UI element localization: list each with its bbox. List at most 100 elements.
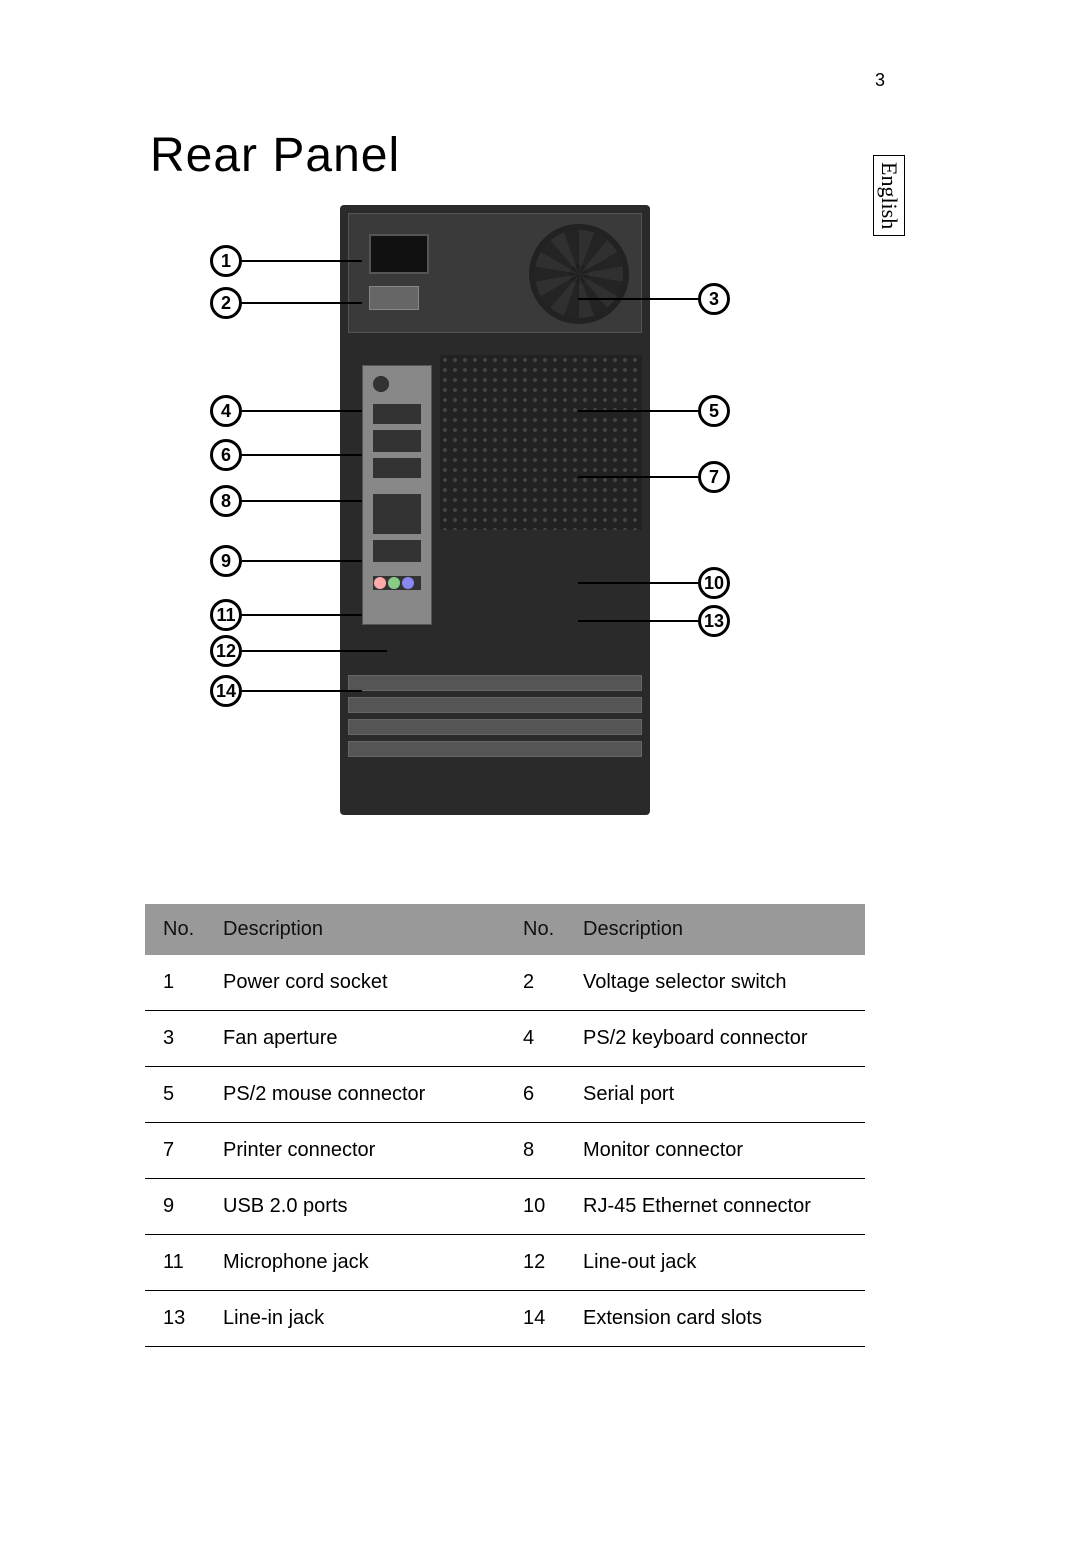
cell-n1: 11 <box>145 1235 205 1291</box>
voltage-switch-shape <box>369 286 419 310</box>
callout-number-9: 9 <box>210 545 242 577</box>
table-row: 11Microphone jack12Line-out jack <box>145 1235 865 1291</box>
page-title: Rear Panel <box>150 128 400 183</box>
parallel-port-shape <box>373 430 421 452</box>
callout-number-4: 4 <box>210 395 242 427</box>
table-header-row: No. Description No. Description <box>145 904 865 955</box>
rear-panel-diagram: 1234567891011121314 <box>150 205 790 825</box>
table-row: 13Line-in jack14Extension card slots <box>145 1291 865 1347</box>
callout-11: 11 <box>210 599 362 631</box>
callout-6: 6 <box>210 439 362 471</box>
table-row: 5PS/2 mouse connector6Serial port <box>145 1067 865 1123</box>
io-panel <box>362 365 432 625</box>
cell-n1: 1 <box>145 955 205 1011</box>
callout-4: 4 <box>210 395 362 427</box>
serial-port-shape <box>373 404 421 424</box>
callout-5: 5 <box>578 395 730 427</box>
cell-n1: 5 <box>145 1067 205 1123</box>
callout-number-3: 3 <box>698 283 730 315</box>
cell-d2: Extension card slots <box>565 1291 865 1347</box>
col-header-desc-2: Description <box>565 904 865 955</box>
callout-12: 12 <box>210 635 387 667</box>
page-number: 3 <box>875 70 885 91</box>
callout-2: 2 <box>210 287 362 319</box>
callout-9: 9 <box>210 545 362 577</box>
callout-number-10: 10 <box>698 567 730 599</box>
col-header-no-1: No. <box>145 904 205 955</box>
cell-n2: 12 <box>505 1235 565 1291</box>
callout-leader-7 <box>578 476 698 478</box>
callout-7: 7 <box>578 461 730 493</box>
cell-n2: 8 <box>505 1123 565 1179</box>
cell-d1: Line-in jack <box>205 1291 505 1347</box>
cell-n2: 6 <box>505 1067 565 1123</box>
cell-n1: 13 <box>145 1291 205 1347</box>
table-row: 9USB 2.0 ports10RJ-45 Ethernet connector <box>145 1179 865 1235</box>
cell-d2: RJ-45 Ethernet connector <box>565 1179 865 1235</box>
cell-d1: PS/2 mouse connector <box>205 1067 505 1123</box>
cell-d2: Line-out jack <box>565 1235 865 1291</box>
callout-leader-9 <box>242 560 362 562</box>
callout-1: 1 <box>210 245 362 277</box>
cell-n1: 9 <box>145 1179 205 1235</box>
callout-leader-13 <box>578 620 698 622</box>
callout-number-7: 7 <box>698 461 730 493</box>
ventilation-grille <box>440 355 642 530</box>
cell-n1: 7 <box>145 1123 205 1179</box>
callout-leader-10 <box>578 582 698 584</box>
callout-leader-3 <box>578 298 698 300</box>
callout-10: 10 <box>578 567 730 599</box>
callout-leader-14 <box>242 690 362 692</box>
callout-leader-5 <box>578 410 698 412</box>
power-socket-shape <box>369 234 429 274</box>
cell-n2: 10 <box>505 1179 565 1235</box>
callout-8: 8 <box>210 485 362 517</box>
vga-port-shape <box>373 458 421 478</box>
cell-d2: Serial port <box>565 1067 865 1123</box>
cell-n2: 14 <box>505 1291 565 1347</box>
callout-14: 14 <box>210 675 362 707</box>
cell-d2: Monitor connector <box>565 1123 865 1179</box>
callout-3: 3 <box>578 283 730 315</box>
cell-n1: 3 <box>145 1011 205 1067</box>
table-row: 1Power cord socket2Voltage selector swit… <box>145 955 865 1011</box>
callout-leader-4 <box>242 410 362 412</box>
psu-area <box>348 213 642 333</box>
cell-d1: Power cord socket <box>205 955 505 1011</box>
cell-d1: Microphone jack <box>205 1235 505 1291</box>
callout-number-14: 14 <box>210 675 242 707</box>
cell-d1: USB 2.0 ports <box>205 1179 505 1235</box>
language-tab: English <box>873 155 905 236</box>
col-header-desc-1: Description <box>205 904 505 955</box>
table-row: 3Fan aperture4PS/2 keyboard connector <box>145 1011 865 1067</box>
callout-leader-11 <box>242 614 362 616</box>
callout-number-2: 2 <box>210 287 242 319</box>
callout-number-12: 12 <box>210 635 242 667</box>
cell-d1: Fan aperture <box>205 1011 505 1067</box>
callout-13: 13 <box>578 605 730 637</box>
cell-d1: Printer connector <box>205 1123 505 1179</box>
cell-d2: Voltage selector switch <box>565 955 865 1011</box>
col-header-no-2: No. <box>505 904 565 955</box>
callout-number-6: 6 <box>210 439 242 471</box>
table-row: 7Printer connector8Monitor connector <box>145 1123 865 1179</box>
rj45-shape <box>373 540 421 562</box>
callout-number-1: 1 <box>210 245 242 277</box>
callout-number-8: 8 <box>210 485 242 517</box>
callout-number-5: 5 <box>698 395 730 427</box>
cell-n2: 2 <box>505 955 565 1011</box>
callout-leader-1 <box>242 260 362 262</box>
callout-leader-6 <box>242 454 362 456</box>
ps2-mouse-shape <box>373 376 389 392</box>
expansion-slots-shape <box>348 675 642 765</box>
cell-d2: PS/2 keyboard connector <box>565 1011 865 1067</box>
audio-jacks-shape <box>373 576 421 590</box>
description-table: No. Description No. Description 1Power c… <box>145 904 865 1347</box>
usb-ports-shape <box>373 494 421 534</box>
callout-number-11: 11 <box>210 599 242 631</box>
callout-leader-12 <box>242 650 387 652</box>
cell-n2: 4 <box>505 1011 565 1067</box>
callout-leader-2 <box>242 302 362 304</box>
callout-leader-8 <box>242 500 362 502</box>
callout-number-13: 13 <box>698 605 730 637</box>
